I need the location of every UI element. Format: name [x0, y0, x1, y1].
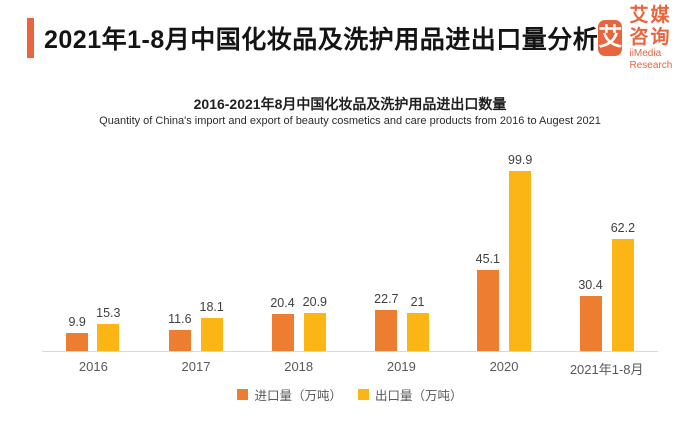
export-bar-wrap: 99.9 — [508, 153, 532, 351]
import-bar — [579, 296, 602, 351]
import-legend-swatch — [237, 389, 249, 400]
plot-area: 9.9 15.3 2016 11.6 18.1 2017 20.4 20.9 2018 22.7 2… — [42, 153, 658, 377]
import-value-label: 11.6 — [168, 312, 192, 327]
import-bar-wrap: 22.7 — [374, 292, 399, 351]
chart-subtitle: Quantity of China's import and export of… — [99, 115, 601, 127]
legend-item-export: 出口量（万吨） — [358, 385, 463, 404]
export-bar-wrap: 21 — [406, 295, 429, 351]
export-value-label: 18.1 — [199, 300, 224, 315]
bar-group-4: 22.7 21 2019 — [350, 172, 453, 374]
export-value-label: 62.2 — [610, 221, 636, 235]
export-bar — [303, 313, 326, 351]
import-bar-wrap: 20.4 — [270, 296, 295, 351]
import-value-label: 30.4 — [578, 278, 603, 293]
bar-group-6: 30.4 62.2 2021年1-8月 — [555, 172, 658, 377]
import-legend-label: 进口量（万吨） — [254, 389, 342, 403]
x-axis-label: 2017 — [181, 359, 211, 374]
import-value-label: 9.9 — [68, 315, 86, 330]
import-value-label: 45.1 — [475, 251, 501, 266]
logo-name-en: iiMedia Research — [629, 48, 673, 71]
x-axis-label: 2019 — [386, 359, 416, 374]
import-bar — [375, 310, 398, 351]
import-bar — [168, 330, 191, 351]
logo-name-cn: 艾媒咨询 — [629, 4, 672, 48]
x-axis-label: 2021年1-8月 — [569, 362, 644, 377]
bar-group-5: 45.1 99.9 2020 — [453, 153, 556, 374]
export-bar — [200, 318, 223, 351]
page-title: 2021年1-8月中国化妆品及洗护用品进出口量分析 — [44, 26, 599, 54]
export-value-label: 20.9 — [302, 295, 328, 310]
x-axis-label: 2016 — [78, 359, 108, 374]
import-bar-wrap: 45.1 — [476, 252, 500, 351]
x-axis-label: 2018 — [284, 359, 314, 374]
chart-title: 2016-2021年8月中国化妆品及洗护用品进出口数量 — [193, 96, 507, 112]
export-bar-wrap: 20.9 — [303, 295, 327, 351]
bar-group-2: 11.6 18.1 2017 — [145, 172, 248, 374]
report-header: 2021年1-8月中国化妆品及洗护用品进出口量分析 艾 艾媒咨询 iiMedia… — [27, 5, 686, 71]
bar-group-1: 9.9 15.3 2016 — [42, 172, 145, 374]
import-bar-wrap: 9.9 — [66, 315, 89, 351]
export-bar — [611, 239, 634, 351]
export-bar — [406, 313, 429, 351]
export-bar — [509, 171, 532, 351]
import-bar — [476, 269, 499, 351]
import-bar — [66, 333, 89, 351]
logo-glyph: 艾 — [598, 24, 623, 51]
import-value-label: 22.7 — [374, 292, 399, 307]
x-axis-label: 2020 — [489, 359, 519, 374]
import-value-label: 20.4 — [270, 296, 295, 311]
export-bar-wrap: 15.3 — [96, 305, 121, 351]
bar-group-3: 20.4 20.9 2018 — [247, 172, 350, 374]
iimedia-logo: 艾 艾媒咨询 iiMedia Research — [598, 5, 686, 72]
export-legend-label: 出口量（万吨） — [375, 389, 463, 403]
export-value-label: 15.3 — [96, 305, 121, 320]
import-bar-wrap: 30.4 — [578, 278, 603, 351]
logo-text: 艾媒咨询 iiMedia Research — [629, 5, 686, 72]
export-value-label: 99.9 — [508, 153, 533, 168]
iimedia-logo-icon: 艾 — [598, 20, 623, 56]
export-value-label: 21 — [410, 295, 425, 310]
export-bar — [97, 323, 120, 351]
legend: 进口量（万吨） 出口量（万吨） — [0, 385, 700, 404]
import-bar-wrap: 11.6 — [168, 312, 192, 351]
export-bar-wrap: 18.1 — [200, 300, 224, 351]
import-bar — [271, 314, 294, 351]
export-bar-wrap: 62.2 — [611, 221, 635, 351]
title-accent-bar — [27, 18, 34, 58]
legend-item-import: 进口量（万吨） — [237, 385, 342, 404]
export-legend-swatch — [358, 389, 369, 400]
